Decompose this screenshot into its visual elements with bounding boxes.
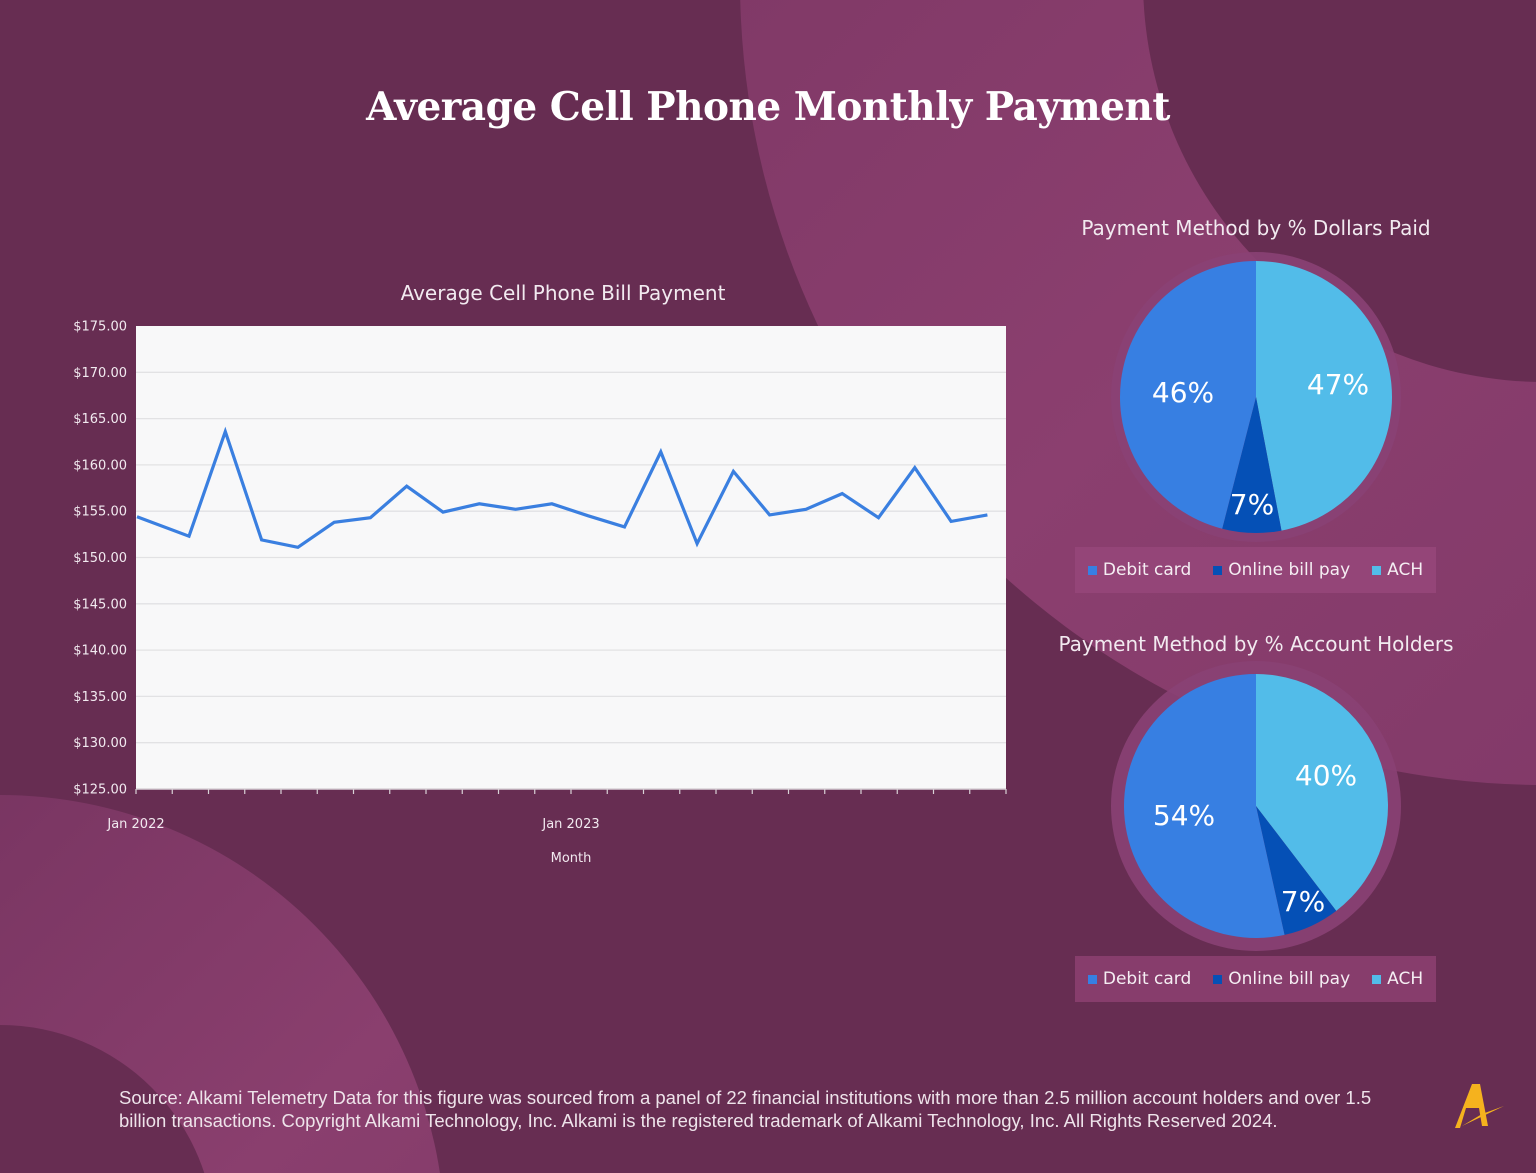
pie-label-ach: 40% <box>1295 759 1357 792</box>
debit-card-swatch-icon <box>1087 565 1097 575</box>
pie-slice-debit-card <box>1120 261 1256 529</box>
payment-line-series <box>136 426 988 550</box>
pie-dollars-legend: Debit card Online bill pay ACH <box>1075 547 1436 593</box>
x-axis-ticks <box>135 789 1007 794</box>
pie-slice-debit-card <box>1124 674 1285 938</box>
pie-label-online-bill-pay: 7% <box>1230 488 1274 521</box>
y-tick-label: $150.00 <box>73 551 127 566</box>
y-tick-label: $145.00 <box>73 597 127 612</box>
y-tick-label: $125.00 <box>73 783 127 798</box>
pie-slice-ach <box>1256 261 1392 531</box>
legend-item-online-bill-pay: Online bill pay <box>1213 560 1350 580</box>
pie-slices <box>1124 674 1388 938</box>
y-tick-label: $170.00 <box>73 366 127 381</box>
pie-label-online-bill-pay: 7% <box>1281 885 1325 918</box>
legend-label: Debit card <box>1102 969 1192 989</box>
y-tick-label: $165.00 <box>73 412 127 427</box>
online-bill-pay-swatch-icon <box>1213 974 1223 984</box>
online-bill-pay-swatch-icon <box>1213 565 1223 575</box>
ach-swatch-icon <box>1372 565 1382 575</box>
line-chart-title: Average Cell Phone Bill Payment <box>400 281 726 305</box>
gridlines <box>136 371 1006 744</box>
ach-swatch-icon <box>1372 974 1382 984</box>
y-tick-label: $140.00 <box>73 644 127 659</box>
legend-item-debit-card: Debit card <box>1087 560 1192 580</box>
y-tick-label: $160.00 <box>73 458 127 473</box>
pie-chart-account-holders: 40% 7% 54% <box>1111 661 1401 951</box>
page-title: Average Cell Phone Monthly Payment <box>366 84 1170 130</box>
pie-label-debit-card: 54% <box>1153 799 1215 832</box>
pie-slices <box>1120 261 1392 533</box>
legend-label: ACH <box>1387 560 1424 580</box>
pie-chart-dollars-paid: 47% 7% 46% <box>1111 252 1401 542</box>
y-tick-label: $135.00 <box>73 690 127 705</box>
legend-item-ach: ACH <box>1372 560 1423 580</box>
legend-label: Debit card <box>1102 560 1192 580</box>
debit-card-swatch-icon <box>1087 974 1097 984</box>
legend-item-ach: ACH <box>1372 969 1423 989</box>
x-axis-title: Month <box>551 851 592 866</box>
y-tick-label: $130.00 <box>73 736 127 751</box>
legend-item-online-bill-pay: Online bill pay <box>1213 969 1350 989</box>
pie-dollars-title: Payment Method by % Dollars Paid <box>1081 216 1431 240</box>
pie-label-debit-card: 46% <box>1152 376 1214 409</box>
x-tick-label-jan-2022: Jan 2022 <box>106 817 164 832</box>
pie-slice-online-bill-pay <box>1222 397 1282 533</box>
legend-label: ACH <box>1387 969 1424 989</box>
y-axis-tick-labels: $125.00 $130.00 $135.00 $140.00 $145.00 $150.… <box>73 320 127 798</box>
pie-slice-online-bill-pay <box>1256 806 1337 935</box>
pie-accounts-legend: Debit card Online bill pay ACH <box>1075 956 1436 1002</box>
pie-slice-ach <box>1256 674 1388 911</box>
y-tick-label: $155.00 <box>73 505 127 520</box>
alkami-logo-icon <box>1455 1084 1504 1128</box>
legend-item-debit-card: Debit card <box>1087 969 1192 989</box>
pie-accounts-title: Payment Method by % Account Holders <box>1058 632 1454 656</box>
x-tick-label-jan-2023: Jan 2023 <box>541 817 599 832</box>
source-footnote: Source: Alkami Telemetry Data for this f… <box>119 1087 1372 1131</box>
pie-label-ach: 47% <box>1307 368 1369 401</box>
legend-label: Online bill pay <box>1228 969 1351 989</box>
y-tick-label: $175.00 <box>73 320 127 335</box>
legend-label: Online bill pay <box>1228 560 1351 580</box>
line-chart: $125.00 $130.00 $135.00 $140.00 $145.00 $150.… <box>73 320 1007 866</box>
